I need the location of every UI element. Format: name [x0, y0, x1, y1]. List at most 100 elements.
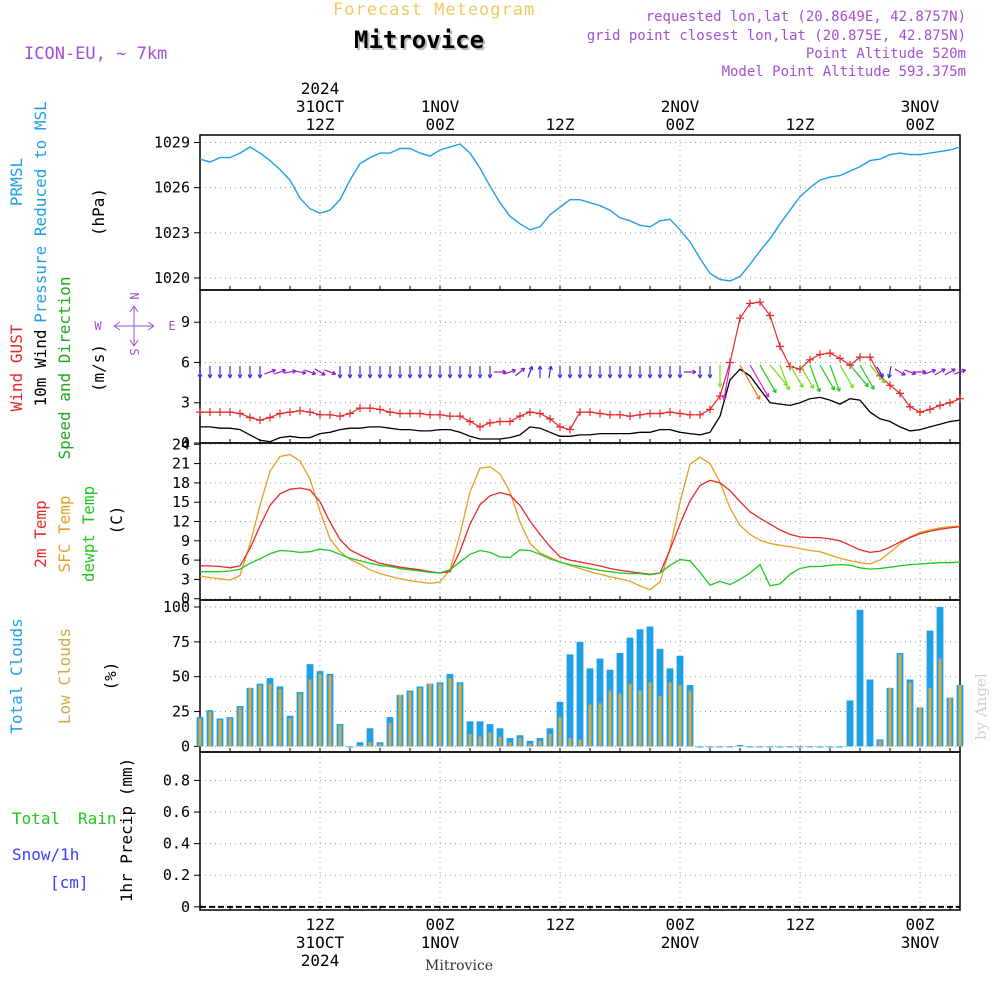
- wind-arrowhead: [387, 374, 393, 379]
- dewpt-line: [200, 548, 961, 587]
- gust-marker: [426, 410, 434, 419]
- wind-arrow: [849, 364, 869, 388]
- gust-marker: [476, 422, 484, 431]
- low-clouds-bar: [498, 736, 502, 747]
- time-label-bottom: 2024: [301, 951, 340, 970]
- y-tick-label: 0: [181, 737, 190, 755]
- label-wind-unit: (m/s): [89, 344, 108, 392]
- gust-marker: [396, 409, 404, 418]
- low-clouds-bar: [558, 717, 562, 747]
- wind-arrow: [293, 370, 307, 374]
- wind-arrow: [869, 364, 886, 384]
- wind-arrowhead: [347, 374, 353, 379]
- gust-marker: [786, 362, 794, 371]
- wind-arrowhead: [337, 374, 343, 379]
- wind-arrowhead: [537, 365, 543, 370]
- wind-arrowhead: [692, 369, 697, 375]
- wind-arrowhead: [511, 368, 517, 374]
- wind-arrowhead: [849, 383, 854, 389]
- low-clouds-bar: [478, 736, 482, 747]
- wind-arrow: [759, 364, 777, 394]
- low-clouds-bar: [368, 742, 372, 747]
- wind-arrowhead: [207, 374, 213, 379]
- wind-arrowhead: [548, 365, 553, 371]
- y-tick-label: 0.2: [163, 866, 190, 884]
- gust-marker: [816, 350, 824, 359]
- low-clouds-bar: [358, 745, 362, 747]
- gust-marker: [696, 410, 704, 419]
- time-label-top: 1NOV: [421, 97, 460, 116]
- gust-marker: [756, 298, 764, 307]
- y-tick-label: 3: [181, 570, 190, 588]
- gust-marker: [706, 405, 714, 414]
- gust-marker: [666, 408, 674, 417]
- wind-arrow: [304, 369, 316, 375]
- y-tick-label: 24: [172, 435, 190, 453]
- wind-arrowhead: [951, 368, 956, 373]
- total-clouds-bar: [576, 641, 584, 747]
- low-clouds-bar: [898, 654, 902, 747]
- wind-arrowhead: [447, 374, 453, 379]
- total-clouds-bar: [856, 609, 864, 747]
- gust-marker: [346, 409, 354, 418]
- gust-marker: [676, 409, 684, 418]
- wind-arrowhead: [321, 371, 326, 376]
- time-label-bottom: 12Z: [546, 915, 575, 934]
- low-clouds-bar: [468, 733, 472, 747]
- low-clouds-bar: [438, 683, 442, 747]
- y-tick-label: 21: [172, 455, 190, 473]
- gust-marker: [686, 410, 694, 419]
- wind-arrowhead: [271, 368, 277, 374]
- low-clouds-bar: [648, 682, 652, 747]
- low-clouds-bar: [508, 742, 512, 747]
- wind-arrowhead: [647, 374, 653, 379]
- gust-marker: [336, 412, 344, 421]
- gust-marker: [296, 406, 304, 415]
- gust-marker: [206, 408, 214, 417]
- y-tick-label: 9: [181, 532, 190, 550]
- low-clouds-bar: [318, 673, 322, 747]
- wind-arrowhead: [879, 373, 884, 378]
- label-total-clouds: Total Clouds: [7, 618, 26, 734]
- location-title: Mitrovice: [354, 26, 485, 54]
- gust-marker: [766, 311, 774, 320]
- total-clouds-bar: [346, 746, 354, 748]
- wind-arrowhead: [477, 374, 483, 379]
- y-tick-label: 6: [181, 551, 190, 569]
- time-label-top: 2024: [301, 79, 340, 98]
- gust-marker: [546, 414, 554, 423]
- wind-arrow: [829, 364, 841, 392]
- y-tick-label: 0.4: [163, 835, 190, 853]
- gust-marker: [596, 409, 604, 418]
- gust-marker: [286, 408, 294, 417]
- low-clouds-bar: [238, 707, 242, 747]
- gust-marker: [946, 398, 954, 407]
- gust-marker: [716, 392, 724, 401]
- gust-marker: [566, 425, 574, 434]
- gust-marker: [736, 314, 744, 323]
- gust-marker: [646, 409, 654, 418]
- label-tsfc: SFC Temp: [55, 495, 74, 572]
- low-clouds-bar: [448, 678, 452, 747]
- wind-arrow: [888, 365, 892, 379]
- wind-arrow: [934, 368, 946, 376]
- total-clouds-bar: [716, 746, 724, 748]
- total-clouds-bar: [776, 746, 784, 748]
- y-tick-label: 1026: [154, 179, 190, 197]
- label-low-clouds: Low Clouds: [55, 628, 74, 724]
- low-clouds-bar: [198, 718, 202, 747]
- y-tick-label: 25: [172, 703, 190, 721]
- y-tick-label: 6: [181, 353, 190, 371]
- time-label-top: 00Z: [426, 115, 455, 134]
- wind-arrowhead: [528, 365, 534, 371]
- gust-marker: [376, 405, 384, 414]
- low-clouds-bar: [308, 679, 312, 747]
- label-total: Total: [12, 809, 60, 828]
- y-tick-label: 100: [163, 598, 190, 616]
- low-clouds-bar: [568, 738, 572, 747]
- low-clouds-bar: [488, 732, 492, 747]
- time-label-bottom: 00Z: [906, 915, 935, 934]
- wind-arrowhead: [617, 374, 623, 379]
- wind-arrow: [904, 369, 916, 375]
- gust-marker: [276, 409, 284, 418]
